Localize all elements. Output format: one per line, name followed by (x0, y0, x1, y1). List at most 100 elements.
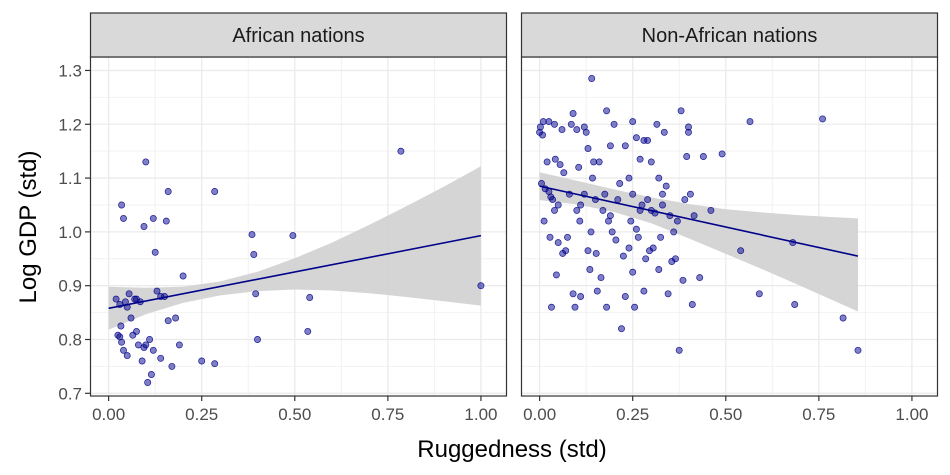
data-point (593, 287, 601, 295)
y-tick-label: 1.2 (58, 115, 82, 134)
data-point (606, 212, 614, 220)
data-point (120, 214, 127, 222)
data-point (112, 295, 120, 303)
data-point (683, 153, 691, 160)
data-point (576, 217, 584, 225)
x-tick-label: 0.50 (709, 405, 742, 424)
y-tick-label: 0.9 (58, 277, 82, 296)
data-point (584, 247, 592, 255)
data-point (554, 201, 562, 209)
y-axis-title: Log GDP (std) (15, 151, 42, 304)
data-point (681, 196, 689, 204)
data-point (548, 303, 555, 311)
data-point (629, 268, 637, 276)
data-point (577, 293, 585, 300)
data-point (304, 327, 312, 335)
facet-strip (89, 12, 508, 58)
data-point (172, 314, 180, 322)
data-point (147, 371, 155, 378)
data-point (690, 212, 698, 220)
data-point (839, 314, 847, 322)
data-point (551, 120, 558, 128)
data-point (621, 293, 629, 300)
data-point (117, 322, 125, 330)
data-point (746, 118, 754, 126)
data-point (791, 301, 799, 308)
x-tick-label: 0.00 (523, 405, 556, 424)
data-point (588, 75, 596, 82)
data-point (179, 272, 187, 280)
data-point (755, 290, 763, 298)
data-point (549, 196, 557, 204)
data-point (631, 303, 639, 311)
x-axis-title: Ruggedness (std) (417, 436, 606, 463)
data-point (133, 295, 140, 303)
data-point (664, 290, 672, 298)
y-tick-label: 0.8 (58, 331, 82, 350)
data-point (569, 290, 577, 298)
data-point (644, 196, 652, 204)
data-point (573, 126, 581, 134)
panel-african-nations: African nations (89, 12, 508, 397)
data-point (540, 217, 548, 225)
data-point (118, 338, 126, 346)
data-point (289, 232, 297, 240)
data-point (688, 301, 696, 308)
data-point (854, 346, 862, 354)
data-point (567, 120, 575, 128)
data-point (211, 188, 219, 195)
data-point (634, 233, 642, 241)
data-point (592, 249, 600, 257)
data-point (673, 217, 681, 225)
data-point (543, 158, 551, 166)
data-point (662, 182, 670, 190)
confidence-ribbon (539, 172, 858, 312)
data-point (649, 244, 657, 252)
data-point (571, 303, 579, 311)
data-point (138, 357, 146, 365)
data-point (157, 354, 165, 362)
data-point (597, 274, 605, 282)
data-point (149, 214, 157, 222)
data-point (562, 247, 570, 255)
data-point (248, 231, 256, 239)
data-point (587, 228, 595, 236)
data-point (552, 271, 560, 279)
data-point (657, 233, 665, 241)
data-point (569, 110, 577, 117)
data-point (142, 158, 150, 166)
data-point (601, 190, 609, 198)
data-point (625, 174, 633, 182)
data-point (655, 174, 663, 182)
data-point (573, 206, 581, 214)
data-point (589, 174, 596, 182)
data-point (632, 225, 640, 233)
y-tick-label: 1.1 (58, 169, 82, 188)
y-axis: 0.7 0.8 0.9 1.0 1.1 1.2 1.3 (58, 61, 90, 403)
data-point (675, 346, 683, 354)
data-point (252, 290, 260, 298)
x-axis-non-african: 0.00 0.25 0.50 0.75 1.00 (523, 396, 928, 424)
data-point (538, 180, 545, 187)
data-point (638, 201, 646, 209)
data-point (477, 282, 485, 290)
data-point (168, 362, 176, 370)
data-point (140, 223, 148, 230)
y-tick-label: 0.7 (58, 384, 82, 403)
data-point (134, 341, 142, 349)
x-tick-label: 0.00 (92, 405, 125, 424)
data-point (142, 341, 150, 349)
data-point (632, 134, 640, 142)
data-point (606, 142, 614, 150)
data-point (621, 142, 629, 150)
x-tick-label: 0.50 (278, 405, 311, 424)
data-point (560, 169, 568, 177)
data-point (397, 147, 405, 155)
data-point (545, 118, 553, 126)
data-point (696, 274, 704, 282)
data-point (575, 163, 583, 171)
data-point (546, 233, 554, 241)
data-point (175, 341, 183, 349)
data-point (586, 266, 594, 273)
